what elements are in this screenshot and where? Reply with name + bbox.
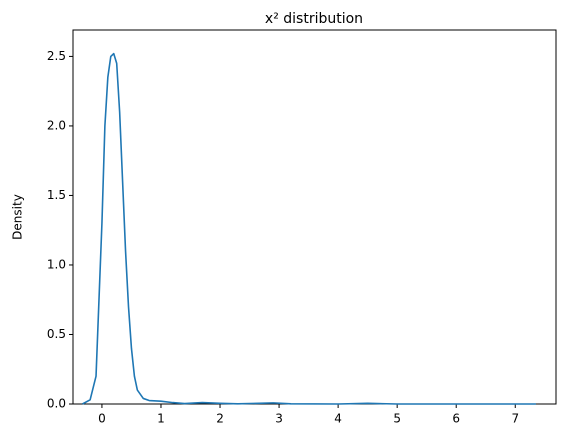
y-tick-label: 2.5	[47, 49, 66, 63]
x-tick-label: 7	[511, 412, 519, 426]
x-tick-label: 3	[275, 412, 283, 426]
y-tick-label: 1.0	[47, 257, 66, 271]
y-tick-label: 2.0	[47, 118, 66, 132]
chart-title: x² distribution	[265, 11, 363, 27]
density-line	[82, 52, 536, 405]
x-tick-label: 6	[452, 412, 460, 426]
x-tick-label: 0	[98, 412, 106, 426]
plot-frame	[72, 29, 557, 405]
x-tick-label: 2	[216, 412, 224, 426]
x-tick-label: 4	[334, 412, 342, 426]
x-tick-label: 5	[393, 412, 401, 426]
y-tick-label: 0.5	[47, 327, 66, 341]
y-tick-label: 0.0	[47, 397, 66, 411]
x-tick-label: 1	[157, 412, 165, 426]
y-tick-label: 1.5	[47, 188, 66, 202]
y-axis-label: Density	[11, 194, 25, 240]
